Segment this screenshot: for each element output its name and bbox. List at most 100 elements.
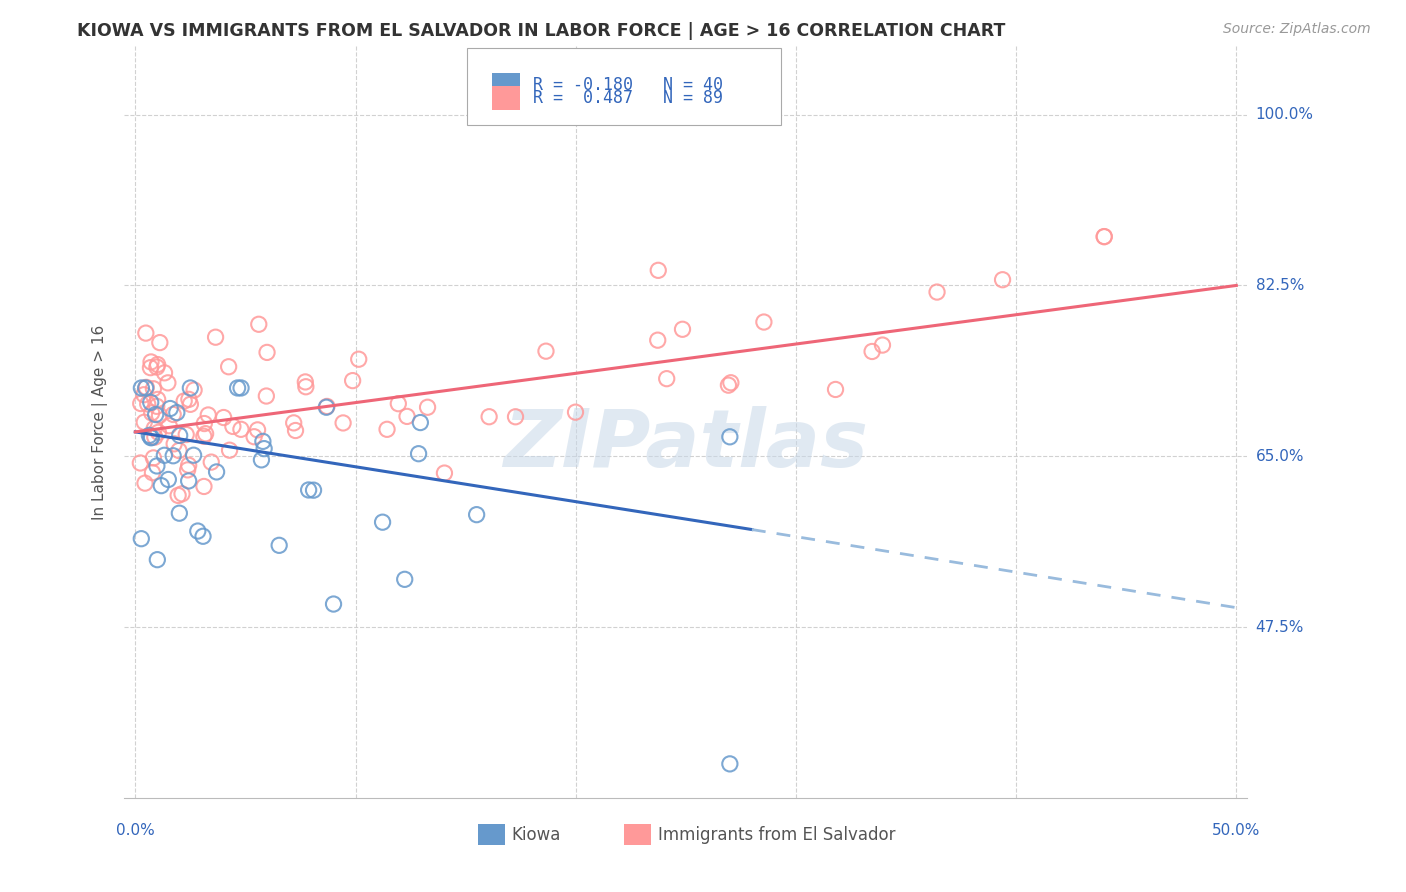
Point [316,400,339,414]
Point [212,410,235,425]
Point [145,400,167,414]
Point [134,476,156,491]
Point [283,416,305,430]
Point [156,376,179,390]
Point [139,395,162,409]
Point [148,425,170,440]
Point [824,383,846,397]
Point [387,397,409,411]
Point [394,572,416,586]
Text: KIOWA VS IMMIGRANTS FROM EL SALVADOR IN LABOR FORCE | AGE > 16 CORRELATION CHART: KIOWA VS IMMIGRANTS FROM EL SALVADOR IN … [77,22,1005,40]
Point [150,478,173,492]
Point [153,366,176,380]
Point [243,430,266,444]
Point [146,358,169,372]
Point [416,401,439,415]
Text: R = -0.180   N = 40: R = -0.180 N = 40 [533,76,723,94]
Point [129,396,152,410]
Point [342,374,364,388]
Point [183,383,205,397]
Point [173,394,195,409]
Bar [492,72,520,96]
Point [179,397,201,411]
Point [872,338,894,352]
Point [179,381,201,395]
Point [252,434,274,449]
Point [505,409,527,424]
Point [134,415,156,429]
Point [218,443,240,458]
Point [169,428,191,442]
Point [860,344,883,359]
Point [925,285,948,299]
Point [167,443,190,458]
Point [193,429,215,443]
Bar [624,824,651,846]
Point [246,423,269,437]
Point [157,473,180,487]
Point [135,326,157,340]
Point [177,458,200,473]
Point [143,421,166,435]
Point [153,448,176,462]
Point [718,430,741,444]
Text: 50.0%: 50.0% [1212,823,1261,838]
Text: 65.0%: 65.0% [1256,449,1305,464]
Point [294,375,316,389]
Point [143,430,166,444]
Point [647,333,669,347]
Point [218,359,240,374]
Point [139,431,162,445]
Point [162,449,184,463]
FancyBboxPatch shape [467,48,782,125]
Point [167,488,190,502]
Point [135,380,157,394]
Point [142,450,165,465]
Point [269,538,291,552]
Text: 100.0%: 100.0% [1256,107,1313,122]
Point [720,376,742,390]
Point [145,408,167,422]
Point [194,426,217,441]
Point [408,447,430,461]
Point [132,388,155,402]
Bar [478,824,505,846]
Point [647,263,669,277]
Point [149,335,172,350]
Point [174,427,197,442]
Point [162,408,184,422]
Text: R =  0.487   N = 89: R = 0.487 N = 89 [533,89,723,107]
Point [284,424,307,438]
Point [250,453,273,467]
Point [131,381,153,395]
Point [409,416,432,430]
Point [146,458,169,473]
Point [302,483,325,498]
Point [170,487,193,501]
Point [159,401,181,416]
Text: ZIPatlas: ZIPatlas [503,406,869,483]
Point [718,756,741,771]
Point [129,456,152,470]
Text: Immigrants from El Salvador: Immigrants from El Salvador [658,826,896,844]
Point [146,359,169,374]
Point [433,466,456,480]
Point [139,355,162,369]
Point [136,397,159,411]
Point [375,422,398,436]
Point [564,405,586,419]
Point [752,315,775,329]
Point [146,392,169,407]
Point [322,597,344,611]
Point [655,372,678,386]
Point [205,465,228,479]
Point [991,273,1014,287]
Point [1092,229,1115,244]
Point [142,382,165,396]
Point [332,416,354,430]
Point [256,345,278,359]
Point [200,455,222,469]
Point [197,408,219,422]
Point [187,524,209,538]
Point [146,552,169,566]
